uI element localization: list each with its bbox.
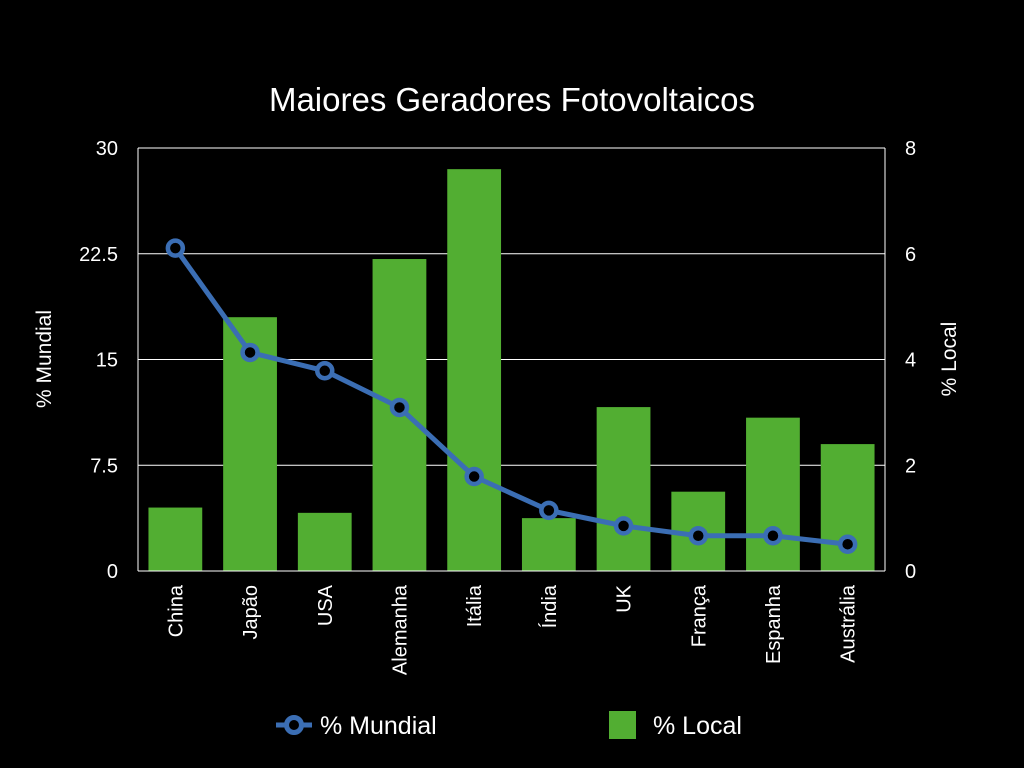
right-axis-ticks: 0 2 4 6 8 (905, 138, 916, 583)
bar-china (148, 507, 203, 571)
x-tick-label: Japão (240, 585, 262, 640)
x-tick-label: Itália (464, 584, 486, 627)
line-series-mundial (165, 238, 858, 554)
bar-uk (596, 407, 651, 571)
right-tick-label: 2 (905, 455, 916, 477)
right-tick-label: 0 (905, 561, 916, 583)
legend-bar-swatch (609, 711, 636, 739)
x-axis-ticks: China Japão USA Alemanha Itália Índia UK França… (165, 584, 859, 675)
mundial-line (172, 245, 851, 547)
x-tick-label: França (688, 584, 710, 647)
legend-label-local: % Local (653, 712, 742, 740)
point-australia (837, 534, 858, 554)
point-italia (464, 466, 484, 487)
bar-espanha (746, 417, 800, 571)
x-tick-label: Espanha (763, 584, 785, 664)
axes (137, 148, 886, 572)
legend-marker-swatch (284, 715, 304, 735)
right-tick-label: 4 (905, 350, 916, 372)
left-tick-label: 15 (96, 350, 118, 372)
left-tick-label: 22.5 (79, 244, 118, 266)
left-axis-label: % Mundial (33, 310, 56, 408)
point-alemanha (389, 397, 410, 418)
left-tick-label: 30 (96, 138, 118, 160)
point-india (539, 500, 559, 521)
x-tick-label: USA (315, 584, 337, 626)
right-axis-label: % Local (938, 322, 961, 397)
bar-series-local (148, 169, 875, 571)
legend-item-local: % Local (609, 711, 742, 740)
point-usa (315, 361, 335, 381)
point-china (165, 238, 186, 258)
x-tick-label: Índia (538, 584, 561, 628)
right-tick-label: 8 (905, 138, 916, 160)
bar-italia (447, 169, 502, 571)
x-tick-label: China (165, 584, 187, 637)
bar-usa (297, 512, 352, 571)
legend-item-mundial: % Mundial (276, 712, 437, 740)
x-tick-label: Alemanha (389, 584, 411, 675)
legend-label-mundial: % Mundial (320, 712, 437, 740)
point-uk (613, 516, 634, 536)
bar-india (521, 518, 576, 571)
right-tick-label: 6 (905, 244, 916, 266)
left-tick-label: 0 (107, 561, 118, 583)
point-espanha (763, 526, 783, 546)
point-japao (240, 342, 260, 363)
legend: % Mundial % Local (276, 711, 742, 740)
left-tick-label: 7.5 (90, 455, 118, 477)
left-axis-ticks: 0 7.5 15 22.5 30 (79, 138, 118, 583)
x-tick-label: UK (614, 584, 636, 612)
chart-title: Maiores Geradores Fotovoltaicos (269, 81, 755, 118)
point-franca (688, 526, 708, 546)
x-tick-label: Austrália (838, 584, 860, 663)
